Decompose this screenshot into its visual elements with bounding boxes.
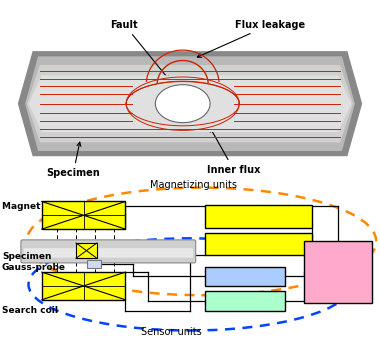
Text: Flux leakage: Flux leakage (197, 20, 305, 57)
Polygon shape (19, 52, 361, 156)
Text: Personal
computer
(Controller): Personal computer (Controller) (309, 257, 368, 287)
Text: Specimen: Specimen (2, 252, 51, 260)
FancyBboxPatch shape (205, 233, 312, 255)
FancyBboxPatch shape (21, 240, 196, 263)
FancyBboxPatch shape (205, 267, 285, 286)
FancyBboxPatch shape (42, 201, 125, 229)
Text: Polarity switch: Polarity switch (217, 212, 299, 221)
Ellipse shape (155, 85, 210, 123)
Text: Specimen: Specimen (46, 142, 100, 178)
FancyBboxPatch shape (76, 243, 97, 258)
Polygon shape (28, 66, 352, 142)
Text: Gauss-meter: Gauss-meter (210, 271, 280, 282)
Polygon shape (30, 76, 350, 131)
Polygon shape (26, 57, 354, 150)
FancyBboxPatch shape (205, 291, 285, 310)
Text: Sensor units: Sensor units (141, 327, 201, 337)
Text: Fault: Fault (111, 20, 169, 80)
Text: Gauss-probe: Gauss-probe (2, 263, 66, 272)
FancyBboxPatch shape (304, 241, 372, 303)
Text: Search coil: Search coil (2, 306, 58, 315)
Text: Flux-meter: Flux-meter (215, 296, 275, 306)
FancyBboxPatch shape (24, 248, 193, 258)
Text: DC power supply: DC power supply (212, 239, 305, 249)
FancyBboxPatch shape (205, 206, 312, 228)
FancyBboxPatch shape (42, 272, 125, 300)
Text: Magnet coil: Magnet coil (2, 202, 61, 210)
Text: Magnetizing units: Magnetizing units (150, 180, 237, 190)
Text: Inner flux: Inner flux (207, 128, 260, 175)
FancyBboxPatch shape (87, 260, 101, 269)
